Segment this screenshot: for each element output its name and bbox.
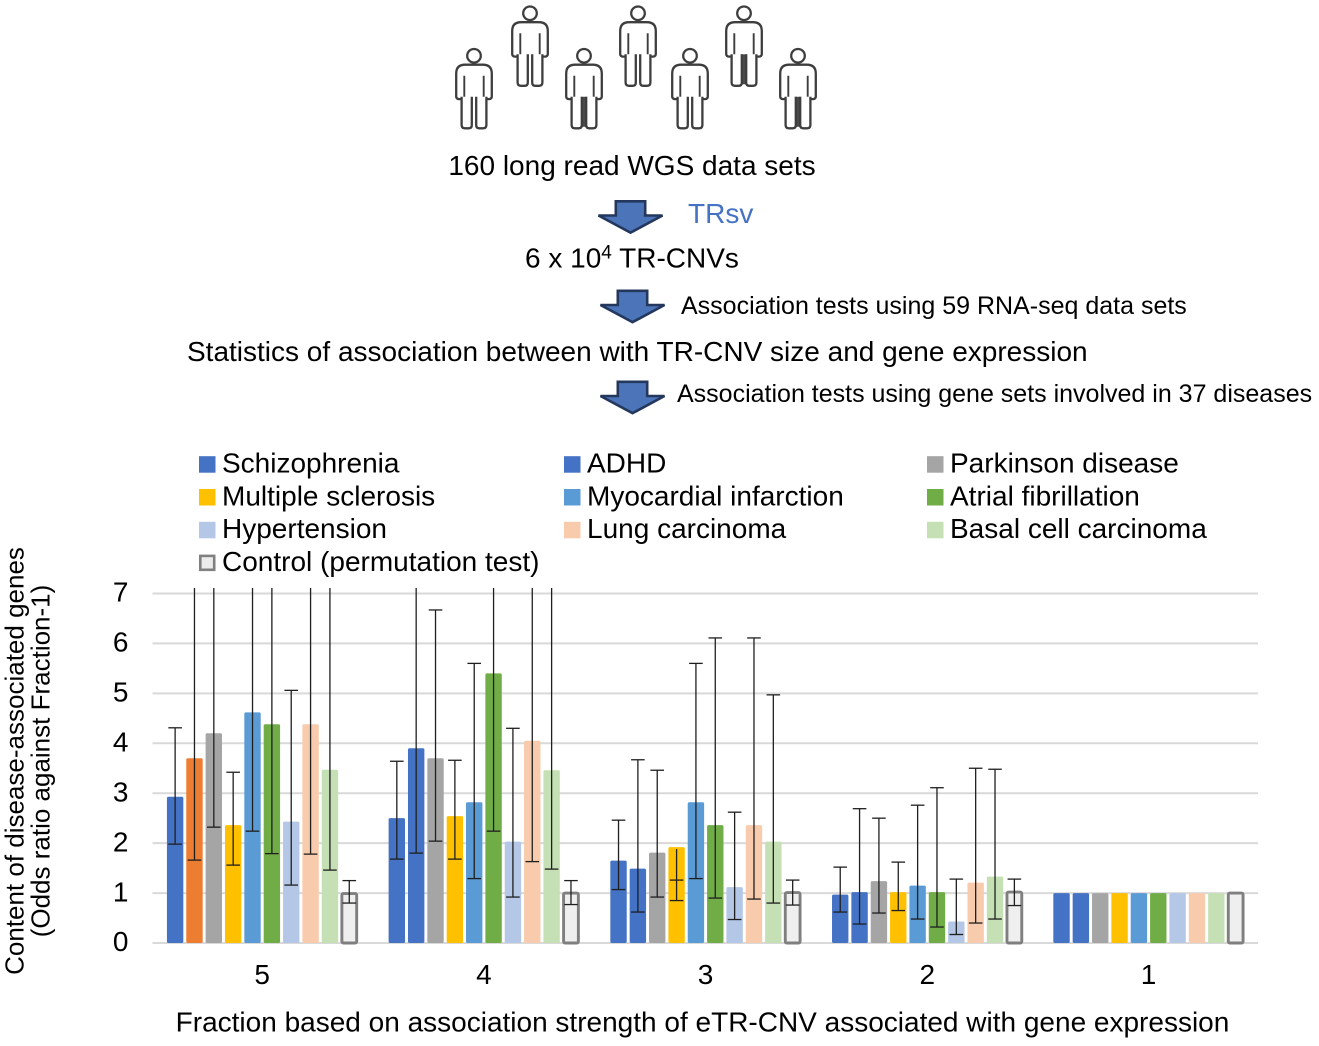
svg-text:Myocardial infarction: Myocardial infarction: [587, 480, 844, 511]
svg-text:Association tests using 59 RNA: Association tests using 59 RNA-seq data …: [681, 292, 1187, 320]
svg-text:3: 3: [698, 959, 714, 990]
svg-text:5: 5: [113, 677, 129, 708]
svg-text:(Odds ratio against Fraction-1: (Odds ratio against Fraction-1): [26, 585, 56, 938]
svg-text:2: 2: [920, 959, 936, 990]
svg-text:Fraction based on association: Fraction based on association strength o…: [176, 1007, 1230, 1038]
svg-text:6: 6: [113, 627, 129, 658]
svg-text:Schizophrenia: Schizophrenia: [222, 448, 400, 479]
svg-text:Content of disease-associated: Content of disease-associated genes: [0, 547, 30, 975]
svg-text:1: 1: [113, 876, 129, 907]
svg-text:Control (permutation test): Control (permutation test): [222, 546, 539, 577]
svg-text:160 long read WGS data sets: 160 long read WGS data sets: [448, 150, 815, 181]
svg-text:Hypertension: Hypertension: [222, 513, 387, 544]
svg-text:4: 4: [476, 959, 492, 990]
svg-text:2: 2: [113, 826, 129, 857]
svg-text:0: 0: [113, 926, 129, 957]
svg-text:Lung carcinoma: Lung carcinoma: [587, 513, 787, 544]
svg-text:Statistics of association betw: Statistics of association between with T…: [187, 336, 1088, 367]
svg-text:3: 3: [113, 776, 129, 807]
svg-text:1: 1: [1141, 959, 1157, 990]
svg-text:Atrial fibrillation: Atrial fibrillation: [950, 480, 1140, 511]
svg-text:Multiple sclerosis: Multiple sclerosis: [222, 480, 435, 511]
svg-text:Basal cell carcinoma: Basal cell carcinoma: [950, 513, 1207, 544]
svg-text:TRsv: TRsv: [688, 198, 753, 229]
svg-text:Parkinson disease: Parkinson disease: [950, 448, 1179, 479]
svg-text:Association tests using gene s: Association tests using gene sets involv…: [677, 380, 1312, 408]
svg-text:ADHD: ADHD: [587, 448, 666, 479]
svg-text:7: 7: [113, 577, 129, 608]
svg-text:4: 4: [113, 727, 129, 758]
svg-text:6 x 104 TR-CNVs: 6 x 104 TR-CNVs: [525, 243, 739, 274]
svg-text:5: 5: [254, 959, 270, 990]
